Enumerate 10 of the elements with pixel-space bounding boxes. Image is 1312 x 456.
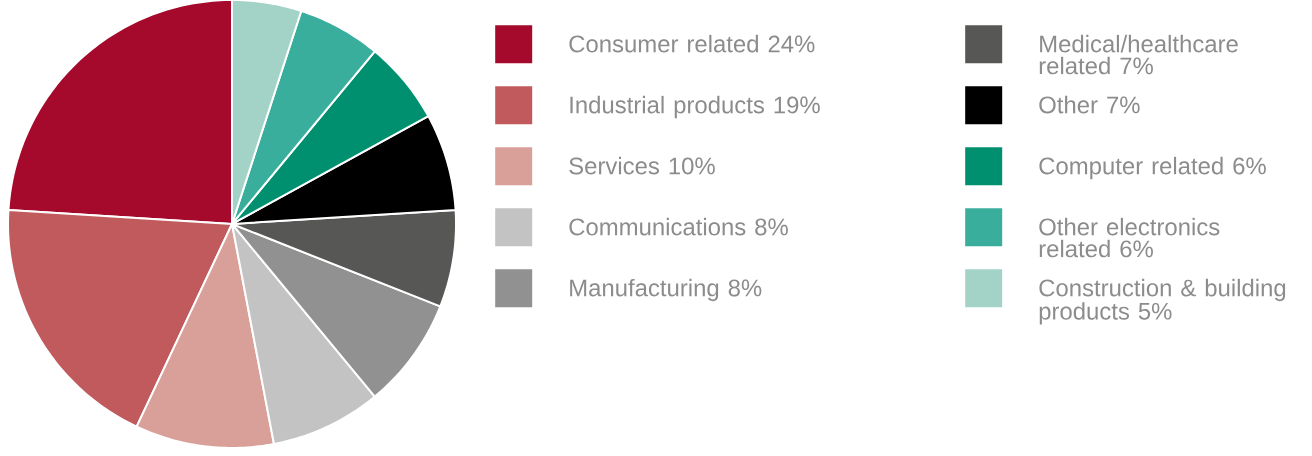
legend-label: Consumer related 24%	[569, 34, 815, 53]
legend-label: Computer related 6%	[1039, 156, 1266, 180]
legend-label: Communications 8%	[569, 217, 788, 236]
legend-label: Construction & building products 5%	[1039, 278, 1286, 325]
legend-label: Medical/healthcare related 7%	[1039, 34, 1238, 75]
legend-label: Other 7%	[1039, 95, 1140, 114]
legend-label: Industrial products 19%	[570, 95, 820, 119]
legend-label: Manufacturing 8%	[570, 278, 762, 302]
legend-label: Services 10%	[569, 156, 715, 175]
legend-label: Other electronics related 6%	[1039, 217, 1220, 258]
